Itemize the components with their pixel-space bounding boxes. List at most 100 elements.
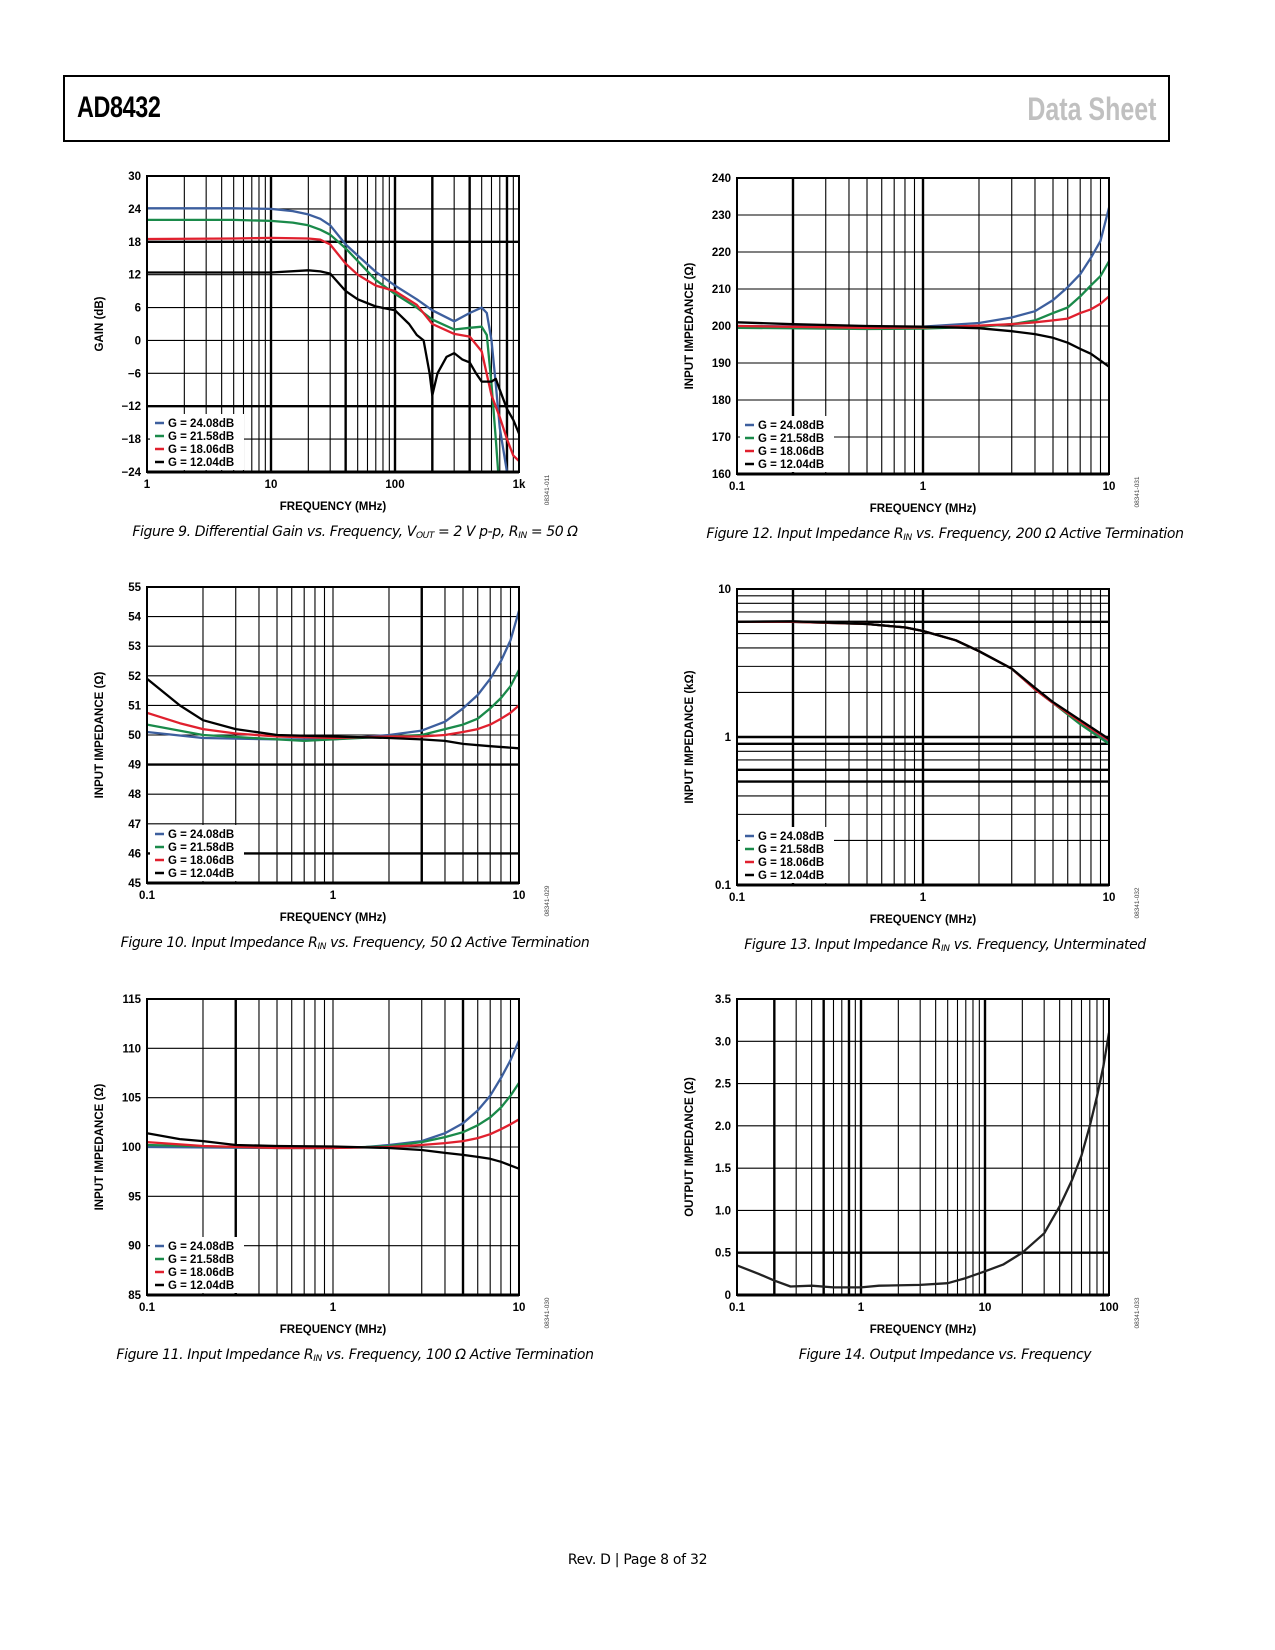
legend-label: G = 24.08dB (168, 1241, 234, 1253)
x-tick-label: 10 (979, 1302, 992, 1314)
figure-11: 115 110 105 100 95 90 85 0.1 1 10 FREQUENCY (MHz) I… (75, 985, 635, 1380)
y-tick-label: 55 (128, 582, 141, 594)
y-tick-label: −6 (128, 368, 141, 380)
y-tick-label: 190 (712, 358, 731, 370)
series-line-2 (147, 236, 519, 462)
legend-background (740, 416, 834, 472)
y-tick-label: 85 (128, 1290, 141, 1302)
y-tick-label: 49 (128, 760, 141, 772)
series-line-3 (147, 269, 519, 435)
y-tick-label: 24 (128, 204, 141, 216)
part-number: AD8432 (77, 91, 161, 124)
legend-background (740, 827, 834, 883)
y-tick-label: 210 (712, 284, 731, 296)
y-tick-label: 0.5 (715, 1248, 732, 1260)
legend-label: G = 12.04dB (168, 1280, 234, 1292)
y-tick-label: 170 (712, 432, 731, 444)
legend-label: G = 18.06dB (168, 444, 234, 456)
legend-label: G = 12.04dB (168, 457, 234, 469)
y-tick-label: 95 (128, 1191, 141, 1203)
series-line-3 (737, 321, 1109, 368)
grid (737, 999, 1109, 1295)
figure-14: 3.5 3.0 2.5 2.0 1.5 1.0 0.5 0 0.1 1 10 100 FREQUENCY… (665, 985, 1225, 1380)
y-tick-label: 3.5 (715, 994, 732, 1006)
y-tick-label: 220 (712, 247, 731, 259)
plot-frame (736, 998, 1110, 1296)
series-line-3 (737, 620, 1109, 740)
figure-caption: Figure 11. Input Impedance RIN vs. Frequ… (116, 1347, 594, 1364)
page-header: AD8432 Data Sheet (63, 75, 1170, 142)
series-line-2 (147, 1118, 519, 1150)
series-line-3 (147, 1132, 519, 1170)
chart-fig9: 30 24 18 12 6 0 −6 −12 −18 −241 10 100 1k FREQUENCY (… (94, 171, 551, 513)
y-tick-label: 3.0 (715, 1036, 731, 1048)
x-tick-label: 0.1 (729, 1302, 746, 1314)
figure-code: 08341-033 (1134, 1297, 1141, 1328)
x-tick-label: 1 (330, 890, 337, 902)
y-tick-label: 47 (128, 819, 141, 831)
y-tick-label: 1 (725, 732, 732, 744)
figure-10: 55 54 53 52 51 50 49 48 47 46 45 0.1 1 10 FREQUENCY (M… (75, 573, 635, 968)
y-tick-label: 0.1 (715, 880, 732, 892)
figure-caption: Figure 13. Input Impedance RIN vs. Frequ… (744, 937, 1146, 954)
y-tick-label: 52 (128, 671, 141, 683)
y-tick-label: 0 (135, 335, 141, 347)
figure-caption: Figure 12. Input Impedance RIN vs. Frequ… (706, 526, 1184, 543)
y-tick-label: 46 (128, 848, 141, 860)
figure-12: 240 230 220 210 200 190 180 170 160 0.1 1 10 FREQUEN… (665, 164, 1225, 559)
legend-label: G = 21.58dB (758, 433, 824, 445)
legend-label: G = 18.06dB (758, 446, 824, 458)
series-line-2 (147, 704, 519, 740)
y-tick-label: 1.5 (715, 1163, 732, 1175)
y-tick-label: 90 (128, 1241, 141, 1253)
figure-code: 08341-032 (1134, 887, 1141, 918)
chart-fig10: 55 54 53 52 51 50 49 48 47 46 450.1 1 10 FREQUENCY (M… (94, 582, 551, 924)
figure-caption: Figure 14. Output Impedance vs. Frequenc… (798, 1347, 1092, 1363)
chart-fig14: 3.5 3.0 2.5 2.0 1.5 1.0 0.5 00.1 1 10 100 FREQUENCY… (684, 994, 1141, 1336)
x-tick-label: 1k (513, 479, 526, 491)
x-axis-label: FREQUENCY (MHz) (280, 501, 387, 513)
x-tick-label: 1 (920, 892, 927, 904)
chart-fig13: 10 1 0.10.1 1 10 FREQUENCY (MHz) INPUT IMPEDAN… (684, 584, 1141, 926)
x-tick-label: 0.1 (139, 890, 156, 902)
y-axis-label: GAIN (dB) (94, 296, 106, 351)
page-footer: Rev. D | Page 8 of 32 (567, 1552, 708, 1568)
figure-code: 08341-011 (544, 474, 551, 505)
legend-label: G = 24.08dB (168, 418, 234, 430)
figure-caption: Figure 10. Input Impedance RIN vs. Frequ… (120, 935, 590, 952)
y-axis-label: INPUT IMPEDANCE (Ω) (94, 671, 106, 798)
legend-label: G = 12.04dB (168, 868, 234, 880)
y-tick-label: 30 (128, 171, 141, 183)
y-tick-label: 180 (712, 395, 731, 407)
y-tick-label: 10 (718, 584, 731, 596)
y-tick-label: 0 (725, 1290, 731, 1302)
series-line-0 (147, 207, 509, 472)
y-tick-label: 1.0 (715, 1205, 731, 1217)
x-axis-label: FREQUENCY (MHz) (870, 503, 977, 515)
y-tick-label: 230 (712, 210, 731, 222)
x-tick-label: 10 (1103, 481, 1116, 493)
figure-code: 08341-030 (544, 1297, 551, 1328)
grid (737, 589, 1109, 885)
y-axis-label: OUTPUT IMPEDANCE (Ω) (684, 1077, 696, 1217)
legend-label: G = 24.08dB (168, 829, 234, 841)
y-tick-label: 45 (128, 878, 141, 890)
legend-label: G = 21.58dB (758, 844, 824, 856)
series-line-3 (147, 677, 519, 750)
series-line-1 (147, 669, 519, 743)
y-tick-label: 2.0 (715, 1121, 731, 1133)
x-axis-label: FREQUENCY (MHz) (280, 1324, 387, 1336)
y-tick-label: −18 (121, 434, 141, 446)
figure-13: 10 1 0.1 0.1 1 10 FREQUENCY (MHz) INPUT IMPEDAN… (665, 575, 1225, 970)
legend-background (150, 414, 244, 470)
y-tick-label: 51 (128, 700, 141, 712)
legend-label: G = 12.04dB (758, 459, 824, 471)
legend-label: G = 12.04dB (758, 870, 824, 882)
y-tick-label: 115 (122, 994, 141, 1006)
figure-code: 08341-029 (544, 885, 551, 916)
y-tick-label: 110 (122, 1043, 141, 1055)
figure-caption: Figure 9. Differential Gain vs. Frequenc… (132, 524, 578, 541)
y-axis-label: INPUT IMPEDANCE (kΩ) (684, 670, 696, 803)
